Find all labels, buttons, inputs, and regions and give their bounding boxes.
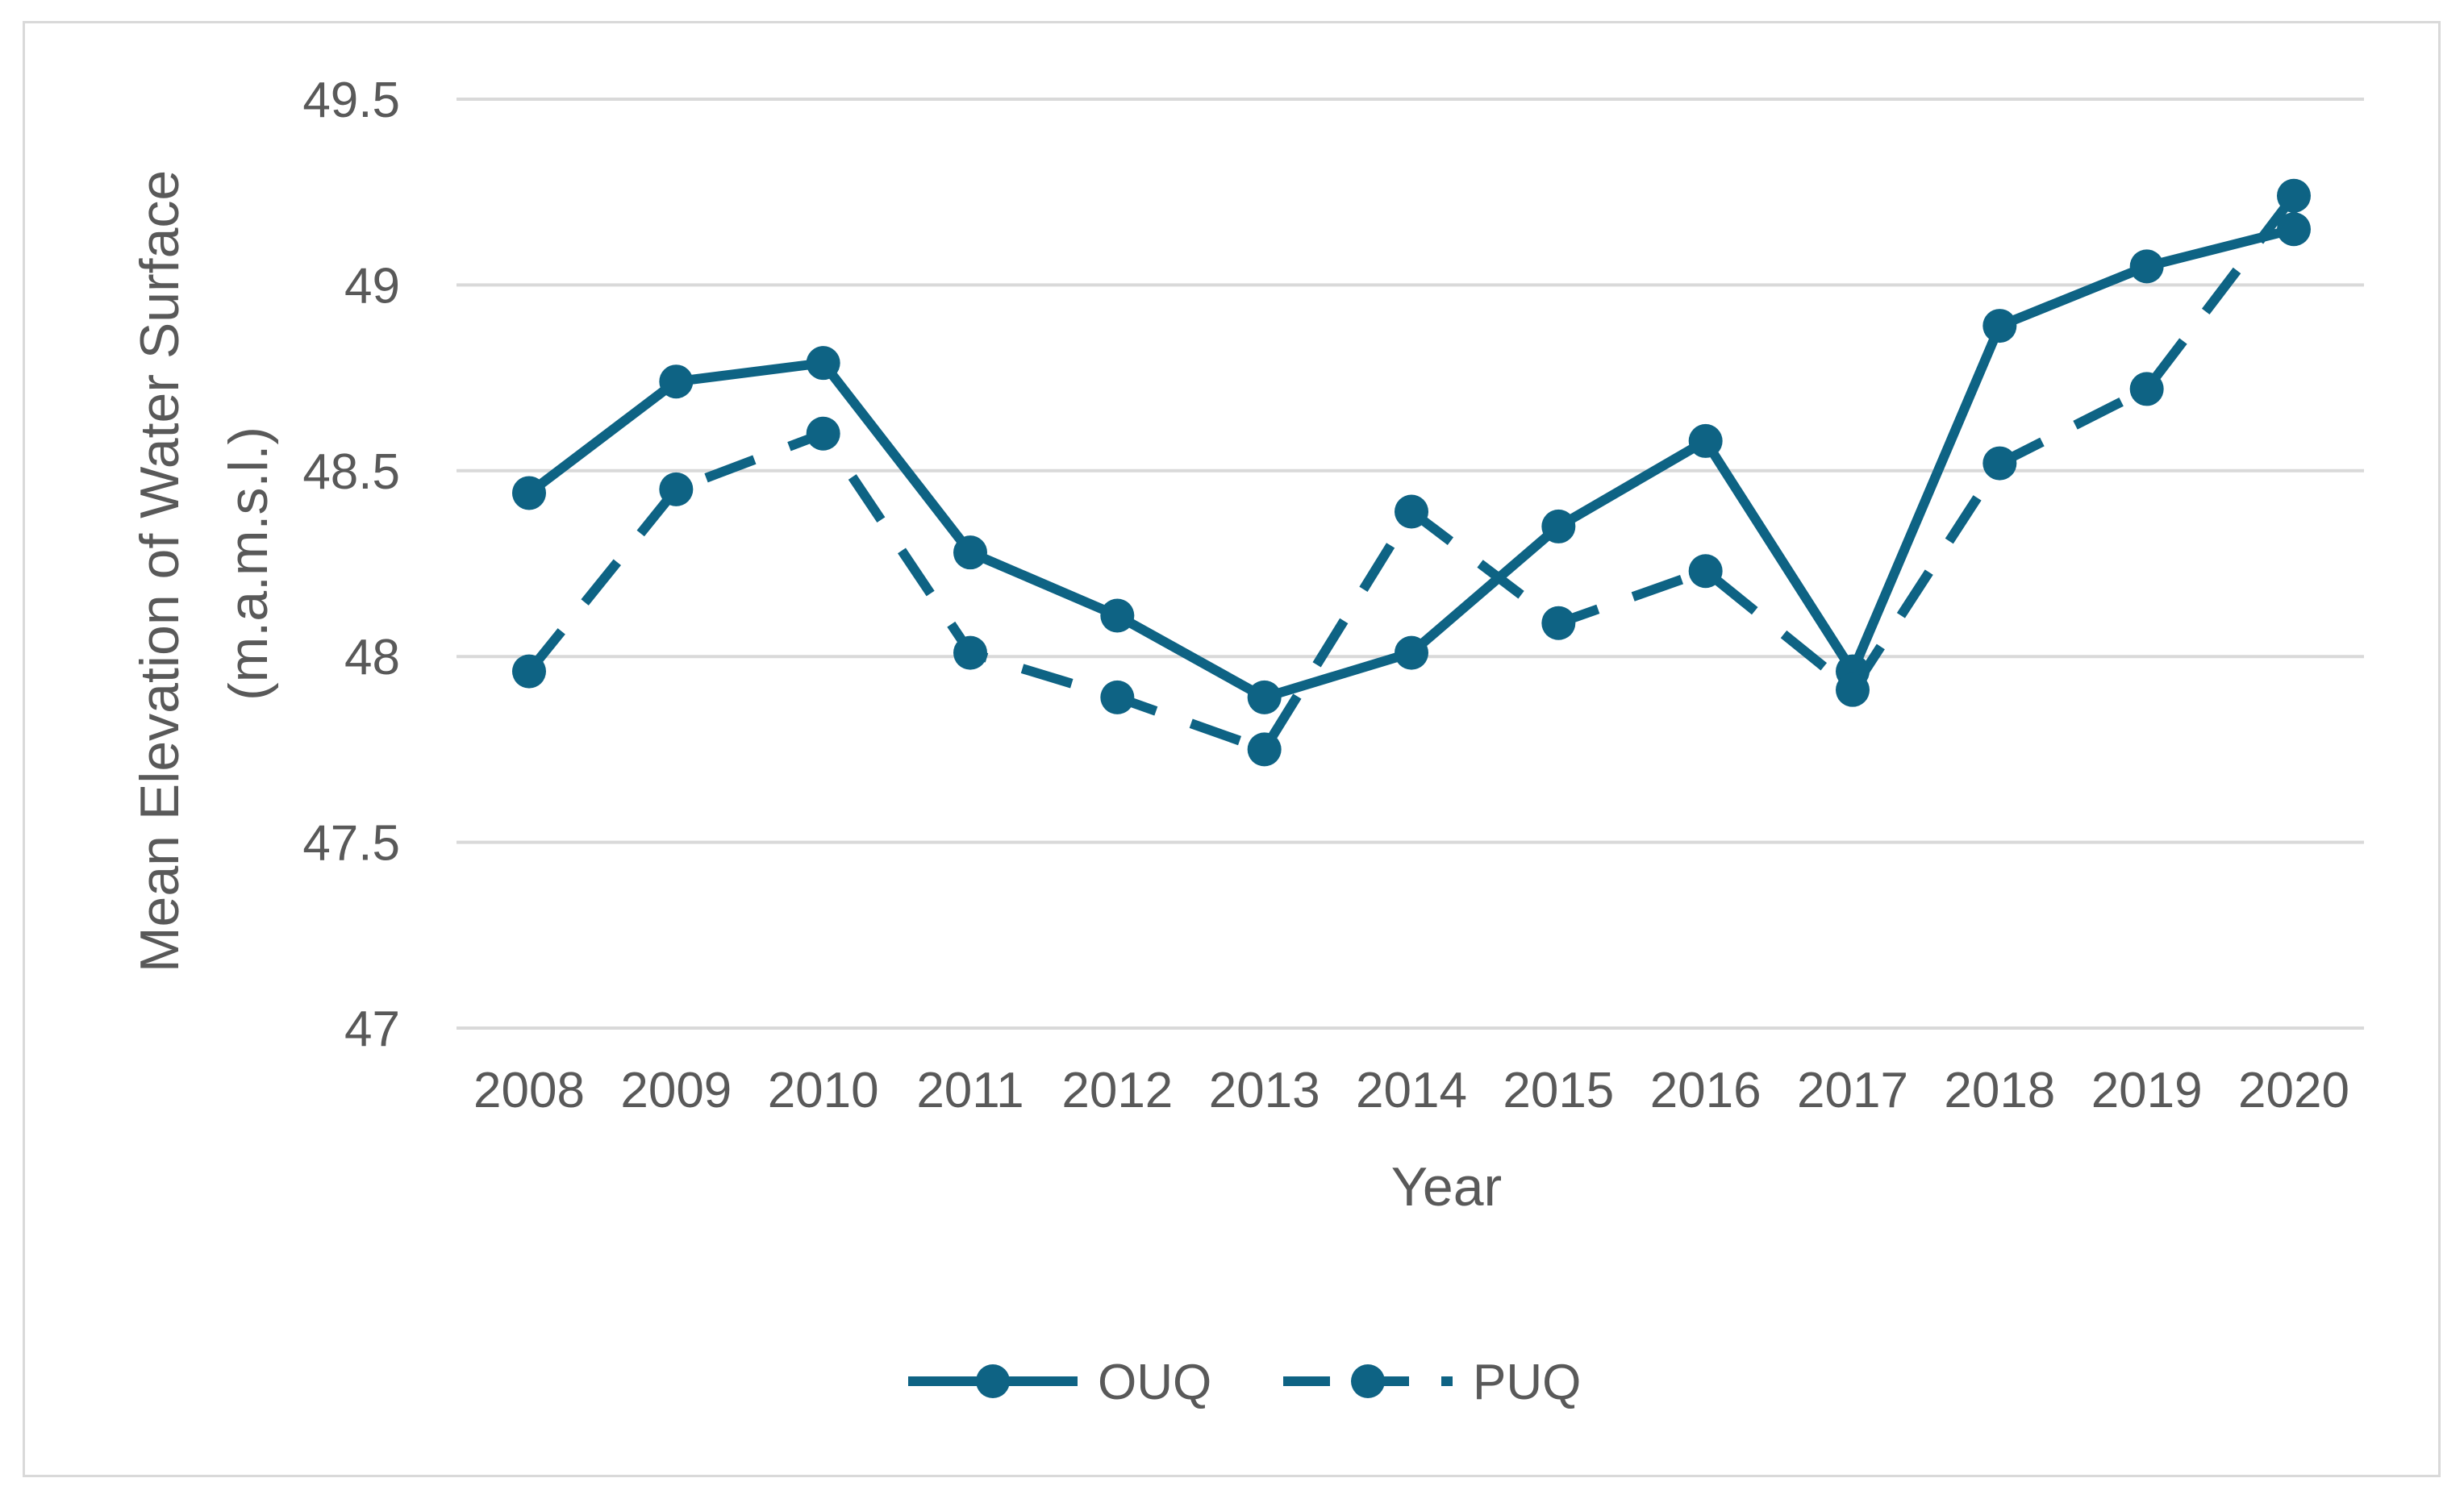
- legend: OUQ PUQ: [908, 1355, 1581, 1410]
- x-tick-label: 2013: [1209, 1063, 1320, 1118]
- data-point-ouq: [1247, 680, 1282, 714]
- data-point-puq: [953, 635, 987, 670]
- data-point-puq: [2277, 178, 2311, 213]
- data-point-ouq: [1541, 509, 1576, 543]
- data-point-ouq: [806, 346, 840, 381]
- data-point-puq: [1100, 680, 1135, 714]
- x-tick-label: 2014: [1356, 1063, 1467, 1118]
- y-tick-label: 48.5: [302, 444, 400, 500]
- x-tick-label: 2012: [1061, 1063, 1173, 1118]
- data-point-puq: [1247, 732, 1282, 767]
- x-tick-label: 2009: [620, 1063, 732, 1118]
- y-tick-label: 49: [344, 258, 400, 314]
- data-point-puq: [806, 416, 840, 451]
- data-point-puq: [2129, 372, 2164, 406]
- data-point-puq: [1541, 606, 1576, 640]
- y-tick-label: 49.5: [302, 73, 400, 128]
- y-axis-tick-labels: 47 47.5 48 48.5 49 49.5: [302, 73, 400, 1057]
- data-point-ouq: [953, 535, 987, 570]
- x-tick-label: 2008: [473, 1063, 585, 1118]
- data-point-ouq: [659, 364, 694, 399]
- x-tick-label: 2016: [1650, 1063, 1761, 1118]
- y-tick-label: 47: [344, 1001, 400, 1057]
- gridlines: [457, 98, 2364, 1030]
- data-point-ouq: [1982, 309, 2017, 343]
- x-tick-label: 2011: [916, 1063, 1024, 1118]
- chart-frame: 47 47.5 48 48.5 49 49.5 2008 2009 2010 2011 2012 2…: [23, 21, 2441, 1477]
- legend-marker-puq: [1351, 1364, 1385, 1398]
- series-markers: [512, 178, 2311, 767]
- x-tick-label: 2015: [1503, 1063, 1614, 1118]
- legend-label-puq: PUQ: [1473, 1355, 1581, 1410]
- data-point-puq: [659, 472, 694, 506]
- data-point-puq: [1836, 672, 1870, 707]
- y-axis-title-line-2: (m.a.m.s.l.): [218, 427, 279, 701]
- data-point-ouq: [1395, 635, 1428, 670]
- y-tick-label: 47.5: [302, 816, 400, 872]
- y-axis-title: Mean Elevation of Water Surface (m.a.m.s…: [129, 155, 279, 972]
- data-point-ouq: [1100, 598, 1135, 633]
- data-point-puq: [1395, 494, 1428, 529]
- legend-marker-ouq: [976, 1364, 1010, 1398]
- series-line-ouq: [526, 224, 2295, 702]
- data-point-ouq: [1688, 423, 1723, 458]
- x-tick-label: 2010: [768, 1063, 879, 1118]
- data-point-ouq: [2129, 249, 2164, 284]
- y-axis-title-line-1: Mean Elevation of Water Surface: [129, 170, 190, 972]
- x-tick-label: 2020: [2238, 1063, 2349, 1118]
- data-point-ouq: [512, 476, 546, 510]
- data-point-ouq: [2277, 212, 2311, 247]
- y-tick-label: 48: [344, 630, 400, 685]
- data-point-puq: [1688, 554, 1723, 589]
- x-tick-label: 2018: [1944, 1063, 2055, 1118]
- x-tick-label: 2017: [1797, 1063, 1908, 1118]
- data-point-puq: [512, 654, 546, 689]
- x-axis-title: Year: [1391, 1156, 1502, 1218]
- legend-label-ouq: OUQ: [1098, 1355, 1211, 1410]
- x-tick-label: 2019: [2091, 1063, 2203, 1118]
- data-point-puq: [1982, 446, 2017, 481]
- x-axis-tick-labels: 2008 2009 2010 2011 2012 2013 2014 2015 2016 2017…: [473, 1063, 2349, 1118]
